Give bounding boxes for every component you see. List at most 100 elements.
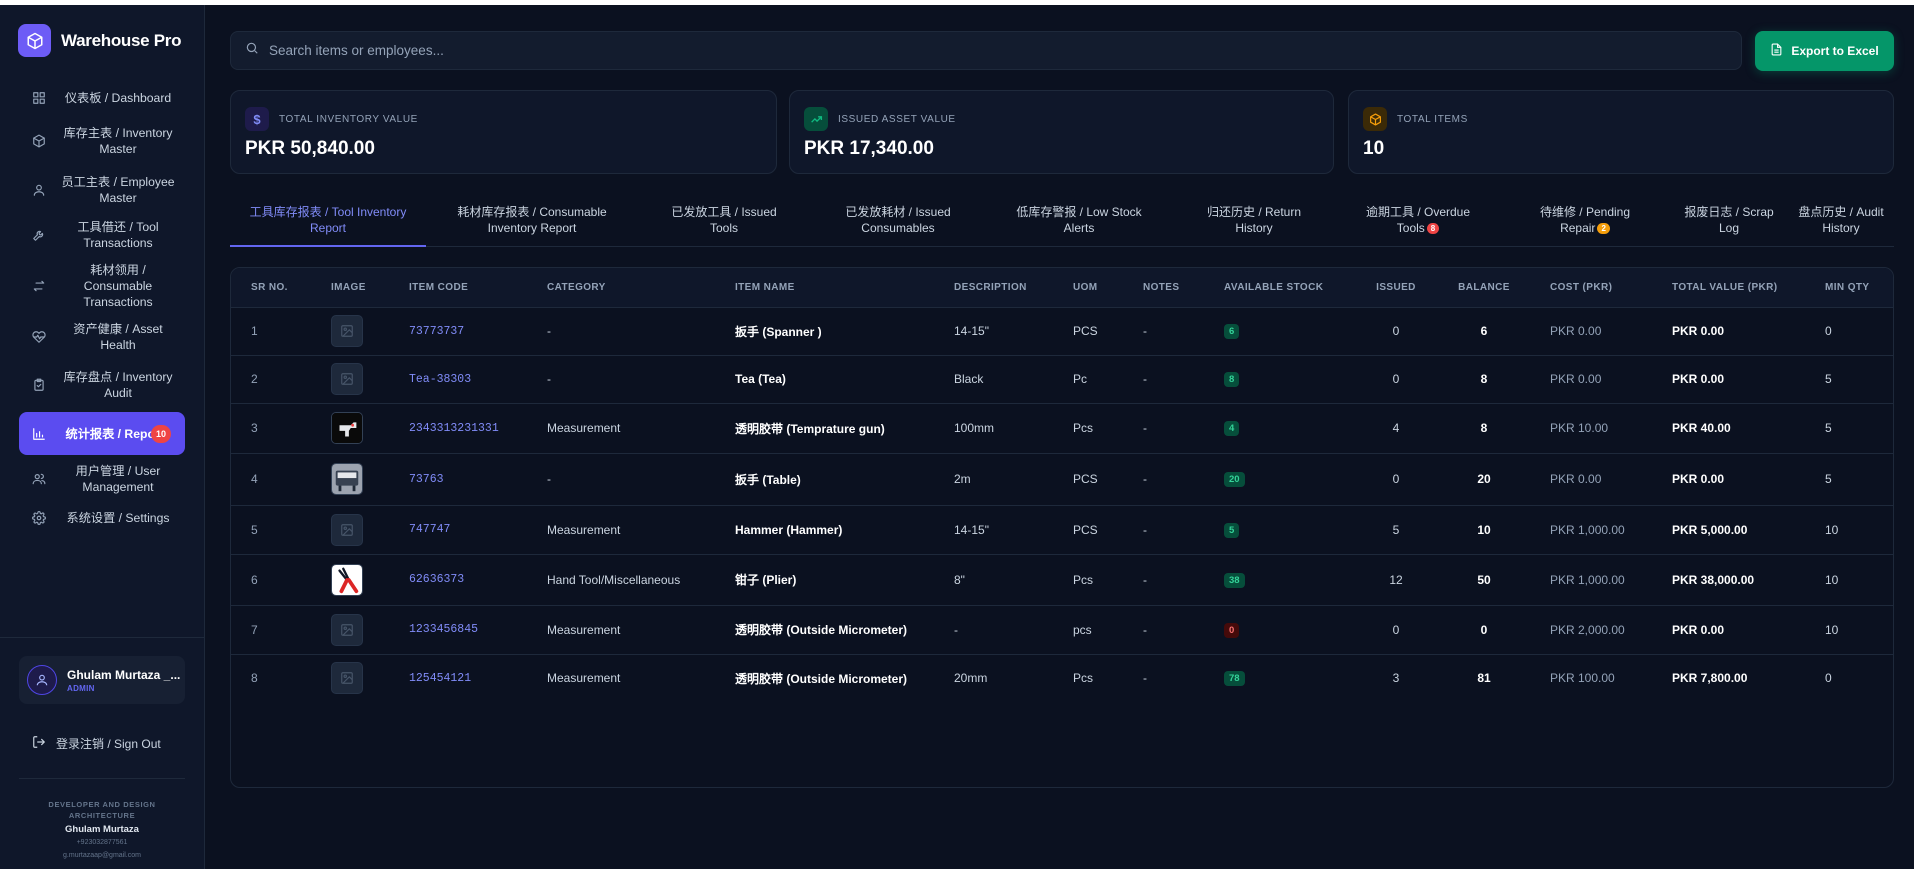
unit-cost: PKR 2,000.00 [1530, 605, 1652, 655]
tab-pendingrepair[interactable]: 待维修 / Pending Repair 2 [1500, 202, 1670, 247]
table-row[interactable]: 4 73763- 扳手 (Table) 2m PCS -20 0 20 PKR 0.00 PKR … [231, 453, 1893, 506]
kpi-card-total-items: TOTAL ITEMS 10 [1348, 90, 1894, 174]
item-thumbnail[interactable] [331, 412, 363, 444]
column-header[interactable]: CATEGORY [527, 268, 715, 308]
column-header[interactable]: ITEM CODE [389, 268, 527, 308]
tab-returnhistory[interactable]: 归还历史 / Return History [1172, 202, 1336, 247]
sign-out-button[interactable]: 登录注销 / Sign Out [32, 735, 161, 752]
item-name: 透明胶带 (Outside Micrometer) [735, 671, 908, 686]
tab-label-line1: 待维修 / Pending [1539, 205, 1631, 219]
uom: Pcs [1053, 554, 1123, 606]
wrench-icon [19, 228, 59, 242]
sidebar-item-settings[interactable]: 系统设置 / Settings [19, 502, 185, 533]
tab-scraplog[interactable]: 报废日志 / Scrap Log [1670, 202, 1788, 247]
total-value: PKR 7,800.00 [1672, 671, 1748, 686]
item-code-link[interactable]: 2343313231331 [389, 403, 527, 454]
table-row[interactable]: 1 73773737- 扳手 (Spanner ) 14-15" PCS -6 0 6 PKR … [231, 307, 1893, 356]
image-placeholder-icon[interactable] [331, 363, 363, 395]
item-thumbnail[interactable] [331, 563, 363, 596]
sidebar-item-label: 系统设置 / Settings [66, 510, 170, 525]
sidebar-item-employee-master[interactable]: 员工主表 / Employee Master [19, 168, 185, 211]
item-thumbnail[interactable] [331, 463, 363, 495]
developer-credit: DEVELOPER AND DESIGN ARCHITECTURE Ghulam… [19, 799, 185, 861]
search-bar [230, 31, 1742, 70]
sidebar-item-asset-health[interactable]: 资产健康 / Asset Health [19, 315, 185, 358]
image-placeholder-icon[interactable] [331, 613, 363, 646]
item-code-link[interactable]: 73773737 [389, 307, 527, 356]
tab-consumableinventory-report[interactable]: 耗材库存报表 / Consumable Inventory Report [426, 202, 638, 247]
sidebar-item-label: 员工主表 / Employee Master [61, 174, 175, 205]
issued-count: 5 [1354, 505, 1438, 555]
column-header[interactable]: COST (PKR) [1530, 268, 1652, 308]
available-stock: 38 [1204, 554, 1354, 606]
column-header[interactable]: NOTES [1123, 268, 1204, 308]
column-header[interactable]: TOTAL VALUE (PKR) [1652, 268, 1805, 308]
total-value: PKR 38,000.00 [1652, 554, 1805, 606]
item-code-link[interactable]: 125454121 [409, 671, 472, 685]
item-code-link[interactable]: Tea-38303 [389, 355, 527, 404]
issued-count: 0 [1354, 453, 1438, 506]
table-row[interactable]: 2 Tea-38303- Tea (Tea) Black Pc -8 0 8 PKR 0.00 P… [231, 355, 1893, 404]
image-placeholder-icon[interactable] [331, 662, 363, 695]
tab-audithistory[interactable]: 盘点历史 / Audit History [1788, 202, 1894, 247]
column-header[interactable]: UOM [1053, 268, 1123, 308]
sidebar-item-tool-transactions[interactable]: 工具借还 / Tool Transactions [19, 213, 185, 256]
column-header[interactable]: IMAGE [311, 268, 389, 308]
table-row[interactable]: 8 125454121 Measurement 透明胶带 (Outside Micro… [231, 654, 1893, 702]
unit-cost: PKR 0.00 [1530, 307, 1652, 356]
column-header[interactable]: MIN QTY [1805, 268, 1893, 308]
notes: - [1123, 403, 1204, 454]
table-row[interactable]: 7 1233456845 Measurement 透明胶带 (Outside Micr… [231, 605, 1893, 655]
column-header[interactable]: AVAILABLE STOCK [1204, 268, 1354, 308]
kpi-value: PKR 50,840.00 [245, 138, 375, 159]
sidebar-item-dashboard[interactable]: 仪表板 / Dashboard [19, 83, 185, 112]
column-header[interactable]: BALANCE [1438, 268, 1530, 308]
sidebar-item-reports[interactable]: 统计报表 / Reports 10 [19, 412, 185, 455]
item-name: 扳手 (Spanner ) [715, 307, 934, 356]
image-cell [311, 453, 389, 506]
column-header[interactable]: ISSUED [1354, 268, 1438, 308]
total-value: PKR 0.00 [1652, 605, 1805, 655]
tab-issuedtools[interactable]: 已发放工具 / Issued Tools [638, 202, 810, 247]
table-row[interactable]: 6 62636373 Hand Tool/Miscellaneous 钳子 (Plie… [231, 554, 1893, 606]
tab-tool-inventoryreport[interactable]: 工具库存报表 / Tool Inventory Report [230, 202, 426, 247]
table-row[interactable]: 3 2343313231331 Measurement 透明胶带 (Tempratur… [231, 403, 1893, 454]
available-stock: 0 [1204, 605, 1354, 655]
description: 20mm [954, 671, 988, 686]
table-header-row: SR NO. IMAGE ITEM CODE CATEGORY ITEM NAME DES… [231, 268, 1893, 308]
tab-overduetools[interactable]: 逾期工具 / Overdue Tools 8 [1336, 202, 1500, 247]
column-header[interactable]: ITEM NAME [715, 268, 934, 308]
unit-cost: PKR 1,000.00 [1530, 554, 1652, 606]
tab-low-stockalerts[interactable]: 低库存警报 / Low Stock Alerts [986, 202, 1172, 247]
item-code-link[interactable]: 62636373 [389, 554, 527, 606]
min-qty: 10 [1805, 505, 1893, 555]
tab-label-line1: 工具库存报表 / Tool Inventory [249, 205, 407, 219]
sidebar-item-inventory-audit[interactable]: 库存盘点 / Inventory Audit [19, 360, 185, 410]
sidebar-item-inventory-master[interactable]: 库存主表 / Inventory Master [19, 114, 185, 168]
export-to-excel-button[interactable]: Export to Excel [1755, 31, 1894, 71]
image-placeholder-icon[interactable] [331, 315, 363, 347]
tab-label-line1: 已发放工具 / Issued [671, 205, 777, 219]
notes: - [1123, 605, 1204, 655]
image-cell [311, 554, 389, 606]
column-header[interactable]: SR NO. [231, 268, 311, 308]
item-code-link[interactable]: 73763 [389, 453, 527, 506]
column-header[interactable]: DESCRIPTION [934, 268, 1053, 308]
available-stock: 8 [1204, 355, 1354, 404]
sidebar-item-label: 仪表板 / Dashboard [64, 90, 172, 105]
sidebar-item-user-management[interactable]: 用户管理 / User Management [19, 457, 185, 500]
uom: PCS [1053, 453, 1123, 506]
user-card[interactable]: Ghulam Murtaza _... ADMIN [19, 656, 185, 704]
item-code-link[interactable]: 1233456845 [389, 605, 527, 655]
sidebar-item-consumable-transactions[interactable]: 耗材领用 / Consumable Transactions [19, 258, 185, 313]
avatar [27, 665, 57, 695]
tab-issuedconsumables[interactable]: 已发放耗材 / Issued Consumables [810, 202, 986, 247]
brand[interactable]: Warehouse Pro [18, 24, 181, 57]
tab-label-line2: History [1822, 221, 1860, 235]
search-input[interactable] [269, 43, 1741, 58]
min-qty: 0 [1805, 307, 1893, 356]
table-row[interactable]: 5 747747 Measurement Hammer (Hammer) 14-15" P… [231, 505, 1893, 555]
image-placeholder-icon[interactable] [331, 513, 363, 546]
item-code-link[interactable]: 747747 [389, 505, 527, 555]
min-qty: 5 [1805, 403, 1893, 454]
